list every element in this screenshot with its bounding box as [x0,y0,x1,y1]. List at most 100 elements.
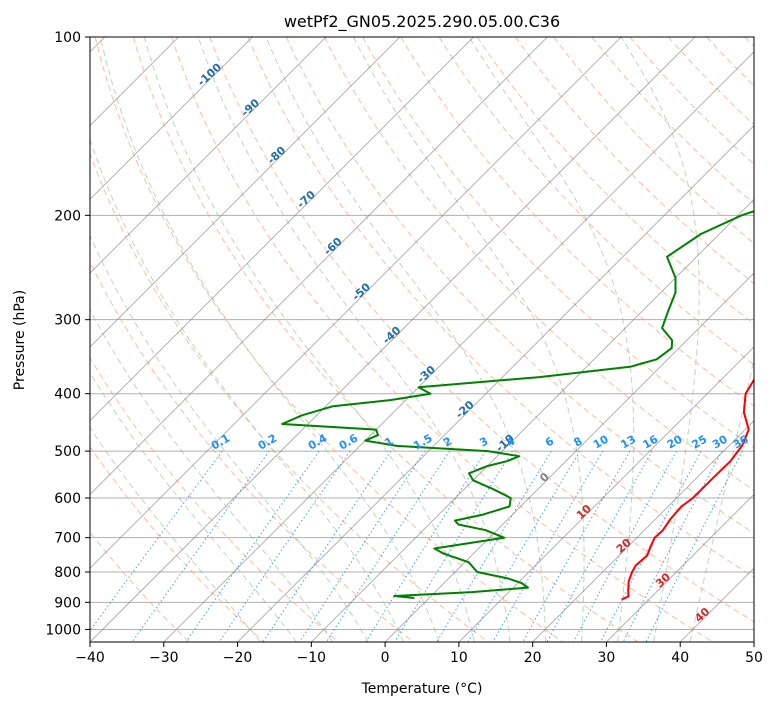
mixing-ratio-line [600,450,702,642]
dry-adiabat-line [285,37,754,534]
dry-adiabat-line [744,37,754,48]
isotherm-line [311,198,754,642]
x-tick-label: −20 [223,650,253,666]
isotherm-line [90,37,253,200]
y-tick-label: 1000 [45,622,81,638]
x-tick-label: 20 [524,650,542,666]
dry-adiabat-line [553,37,754,245]
mixing-ratio-line [645,450,743,642]
moist-adiabat-line [143,37,475,642]
isotherm-line [90,37,474,422]
moist-adiabat-line [90,371,297,642]
sounding-profiles [281,210,754,601]
isotherm-line [458,346,754,642]
moist-adiabat-line [689,356,754,642]
isotherm-line [753,641,754,642]
x-tick-label: 50 [745,650,763,666]
x-tick-label: 30 [598,650,616,666]
mixing-ratio-line [365,450,487,642]
y-tick-label: 500 [54,444,81,460]
isotherm-label: -20 [453,398,477,421]
isotherm-label: -60 [321,235,345,258]
mixing-ratio-label: 10 [591,432,611,451]
dry-adiabat-line [132,37,639,642]
dry-adiabat-line [591,37,754,205]
isotherm-label: -30 [415,363,439,386]
moist-adiabat-line [620,37,700,642]
mixing-ratio-line [90,450,223,632]
dewpoint-line [281,210,754,599]
dry-adiabat-line [400,37,754,407]
mixing-ratio-line [546,450,653,642]
mixing-ratio-line [218,450,351,642]
moist-adiabat-line [353,37,585,642]
dry-adiabat-line [629,37,754,165]
mixing-ratio-line [262,450,392,642]
mixing-ratio-label: 16 [641,432,661,451]
x-axis-ticks: −40 −30 −20 −10 0 10 20 30 40 50 [75,642,763,666]
y-axis-ticks: 100 200 300 400 500 600 700 800 900 1000 [45,30,90,638]
moist-adiabat-line [90,137,405,642]
dry-adiabat-line [90,531,190,642]
y-tick-label: 800 [54,565,81,581]
mixing-ratio-line [185,450,320,642]
mixing-ratio-label: 25 [690,433,710,452]
x-tick-label: −30 [149,650,179,666]
mixing-ratio-label: 6 [543,434,556,449]
isotherm-line [90,37,696,642]
dry-adiabat-line [515,37,754,285]
isotherm-line [679,567,754,642]
moist-adiabat-line [468,37,635,642]
dry-adiabat-line [667,37,754,126]
mixing-ratio-line [622,450,723,642]
y-tick-label: 100 [54,30,81,46]
y-tick-label: 200 [54,208,81,224]
moist-adiabat-line [90,308,333,642]
x-tick-label: 10 [450,650,468,666]
mixing-ratio-line [522,450,631,642]
isotherm-label: 20 [614,536,634,556]
dry-adiabat-line [247,37,754,578]
dry-adiabat-line [90,260,414,642]
isotherm-label: -40 [380,324,404,347]
mixing-ratio-label: 30 [710,432,730,451]
mixing-ratio-label: 1 [383,435,396,450]
isotherm-line [90,37,548,496]
dry-adiabat-line [323,37,754,491]
dry-adiabat-line [171,37,713,642]
isotherm-line [90,37,622,569]
isotherm-line [606,493,754,642]
mixing-ratio-label: 1.5 [411,432,434,453]
mixing-ratio-lines [90,450,743,642]
pressure-grid [90,37,754,630]
y-tick-label: 900 [54,595,81,611]
y-axis-label: Pressure (hPa) [12,290,28,390]
dry-adiabat-line [90,152,489,642]
y-tick-label: 700 [54,531,81,547]
mixing-ratio-line [436,450,552,642]
isotherm-label: 40 [692,605,712,625]
mixing-ratio-line [325,450,450,642]
isotherm-line [237,124,754,642]
mixing-ratio-line [492,450,604,642]
isotherm-label: -80 [265,144,289,167]
x-tick-label: 0 [381,650,390,666]
y-tick-label: 400 [54,387,81,403]
x-tick-label: 40 [671,650,689,666]
moist-adiabat-line [265,37,547,642]
y-tick-label: 600 [54,491,81,507]
chart-title: wetPf2_GN05.2025.290.05.00.C36 [284,12,560,32]
moist-adiabat-line [197,37,511,642]
isotherm-label: -50 [350,280,374,303]
isotherm-label: 10 [574,502,594,522]
dry-adiabat-line [90,446,265,642]
mixing-ratio-label: 3 [477,435,490,450]
mixing-ratio-label: 8 [572,435,585,450]
dry-adiabat-line [90,356,339,642]
temperature-line [621,378,754,601]
x-tick-label: −10 [297,650,327,666]
y-tick-label: 300 [54,313,81,329]
dry-adiabat-line [209,37,754,623]
skewed-isotherms [90,37,754,642]
